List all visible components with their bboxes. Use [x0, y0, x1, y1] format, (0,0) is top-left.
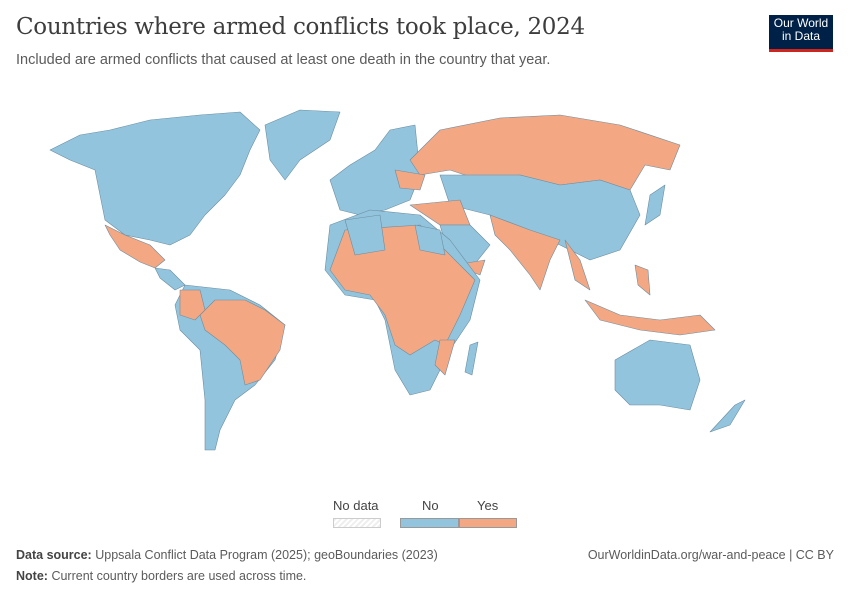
region-mozambique[interactable] [434, 339, 456, 376]
region-greenland[interactable] [264, 109, 341, 181]
owid-logo[interactable]: Our World in Data [769, 15, 833, 52]
chart-subtitle: Included are armed conflicts that caused… [16, 52, 551, 68]
legend-no-data-swatch[interactable] [333, 518, 381, 528]
region-algeria[interactable] [344, 214, 386, 256]
legend: No data No Yes [330, 498, 530, 532]
region-north-america[interactable] [49, 111, 261, 246]
legend-yes-label: Yes [477, 498, 499, 513]
legend-no-label: No [422, 498, 439, 513]
note-label: Note: [16, 569, 48, 583]
region-europe[interactable] [329, 124, 421, 216]
logo-text: Our World in Data [773, 16, 829, 43]
region-japan[interactable] [644, 184, 666, 226]
region-philippines[interactable] [634, 264, 651, 296]
legend-yes-swatch[interactable] [459, 518, 517, 528]
source-label: Data source: [16, 548, 92, 562]
region-colombia[interactable] [179, 289, 206, 321]
region-indonesia[interactable] [584, 299, 716, 336]
legend-no-swatch[interactable] [400, 518, 459, 528]
source-text: Uppsala Conflict Data Program (2025); ge… [95, 548, 438, 562]
region-madagascar[interactable] [464, 341, 479, 376]
chart-title: Countries where armed conflicts took pla… [16, 14, 585, 40]
region-australia[interactable] [614, 339, 701, 411]
region-egypt[interactable] [414, 224, 446, 256]
region-central-america[interactable] [154, 267, 186, 291]
region-africa-conflict[interactable] [329, 224, 476, 356]
legend-no-data-label: No data [333, 498, 379, 513]
owid-link[interactable]: OurWorldinData.org/war-and-peace | CC BY [587, 548, 834, 562]
region-brazil[interactable] [199, 299, 286, 386]
footer: Data source: Uppsala Conflict Data Progr… [16, 548, 834, 590]
region-new-zealand[interactable] [709, 399, 746, 433]
region-myanmar[interactable] [564, 239, 591, 291]
region-ukraine[interactable] [394, 169, 426, 191]
region-south-asia[interactable] [489, 214, 561, 291]
note-text: Current country borders are used across … [51, 569, 307, 583]
